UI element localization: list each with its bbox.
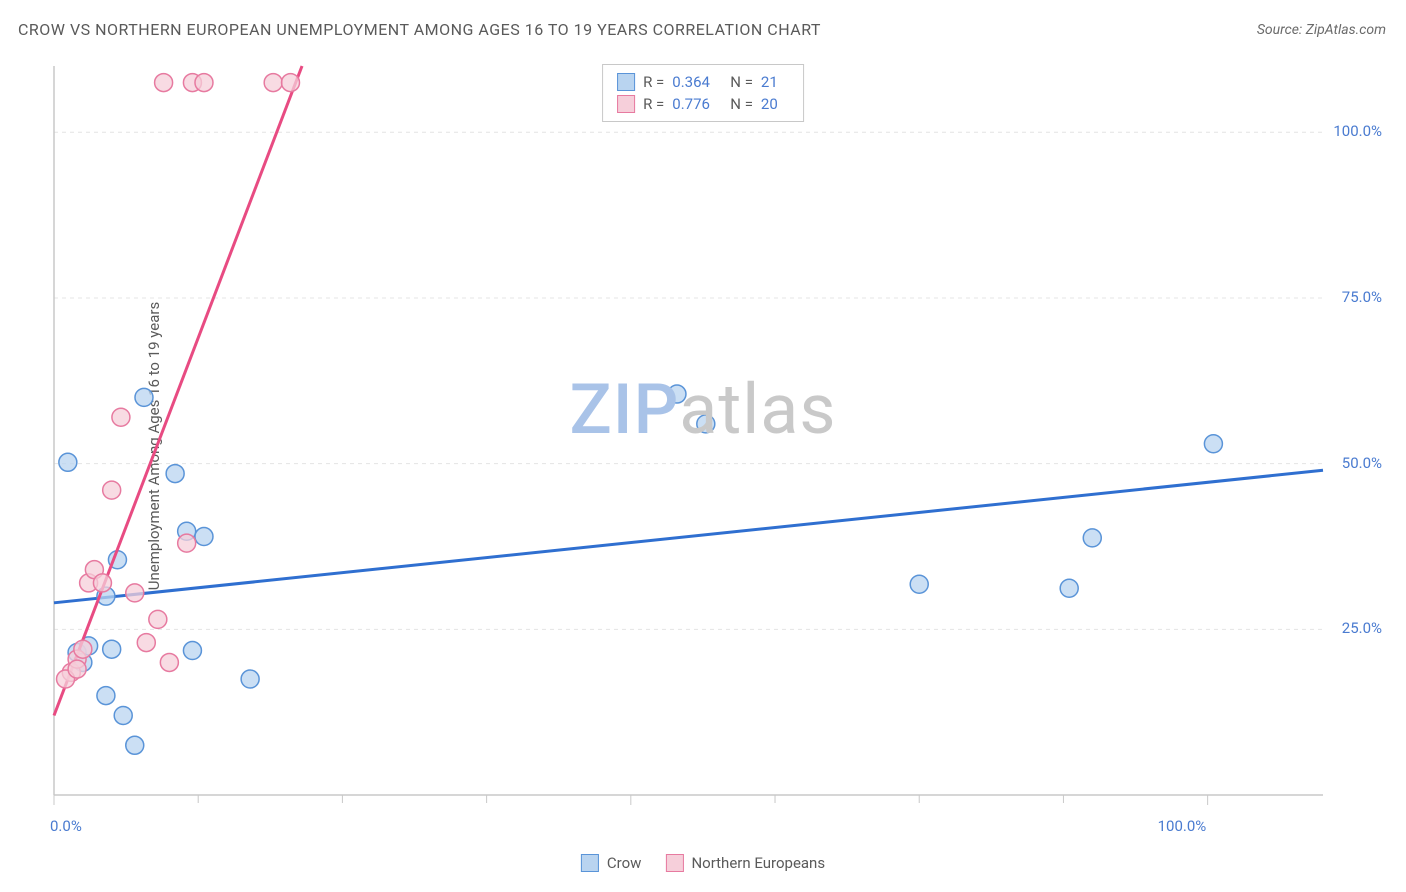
n-value: 21 xyxy=(761,73,789,91)
legend-swatch xyxy=(581,854,599,872)
r-label: R = xyxy=(643,95,664,113)
n-label: N = xyxy=(730,95,753,113)
y-tick-label: 50.0% xyxy=(1342,454,1382,472)
y-tick-label: 100.0% xyxy=(1333,122,1382,140)
legend-row: R = 0.776 N = 20 xyxy=(617,93,789,115)
plot-area xyxy=(48,60,1378,825)
r-label: R = xyxy=(643,73,664,91)
legend-correlation: R = 0.364 N = 21 R = 0.776 N = 20 xyxy=(602,64,804,122)
legend-row: R = 0.364 N = 21 xyxy=(617,71,789,93)
legend-label: Northern Europeans xyxy=(691,854,825,872)
r-value: 0.364 xyxy=(672,73,722,91)
chart-svg xyxy=(48,60,1378,825)
y-tick-label: 25.0% xyxy=(1342,619,1382,637)
legend-series: Crow Northern Europeans xyxy=(581,854,825,872)
x-tick-label: 100.0% xyxy=(1158,817,1207,835)
n-value: 20 xyxy=(761,95,789,113)
legend-swatch xyxy=(665,854,683,872)
legend-swatch xyxy=(617,73,635,91)
r-value: 0.776 xyxy=(672,95,722,113)
legend-swatch xyxy=(617,95,635,113)
source-attribution: Source: ZipAtlas.com xyxy=(1257,22,1386,38)
n-label: N = xyxy=(730,73,753,91)
legend-label: Crow xyxy=(607,854,642,872)
chart-title: CROW VS NORTHERN EUROPEAN UNEMPLOYMENT A… xyxy=(18,20,821,39)
legend-item: Northern Europeans xyxy=(665,854,825,872)
legend-item: Crow xyxy=(581,854,642,872)
y-tick-label: 75.0% xyxy=(1342,288,1382,306)
x-tick-label: 0.0% xyxy=(50,817,82,835)
